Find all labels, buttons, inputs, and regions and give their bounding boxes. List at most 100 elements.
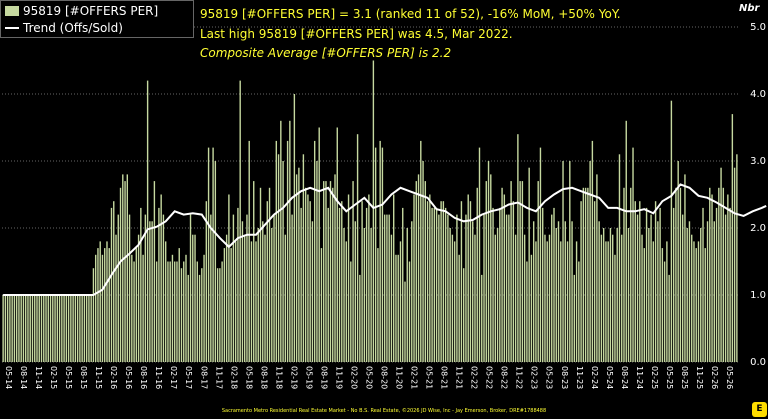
bar	[548, 234, 551, 362]
bar	[691, 234, 693, 362]
annotation-last-high: Last high 95819 [#OFFERS PER] was 4.5, M…	[200, 27, 513, 41]
bar	[693, 241, 695, 362]
bar	[284, 234, 287, 362]
bar	[271, 228, 273, 362]
bar	[20, 295, 22, 362]
x-tick-label: 11-14	[34, 366, 43, 389]
bar	[393, 194, 395, 362]
bar	[63, 295, 65, 362]
legend-item-bars: 95819 [#OFFERS PER]	[5, 3, 158, 19]
bar	[144, 214, 147, 362]
bar	[724, 214, 727, 362]
x-tick-label: 05-19	[304, 366, 313, 389]
bar	[544, 234, 546, 362]
bar	[388, 214, 390, 362]
bar	[4, 295, 7, 362]
bar	[273, 214, 275, 362]
bar	[686, 228, 688, 362]
bar	[291, 214, 293, 362]
bar	[160, 194, 162, 362]
trend-series	[3, 183, 767, 296]
y-tick-label: 3.0	[750, 156, 766, 167]
y-tick-label: 4.0	[750, 89, 766, 100]
bar	[207, 147, 210, 362]
y-tick-label: 5.0	[750, 22, 766, 33]
bar	[609, 228, 612, 362]
bar	[666, 241, 668, 362]
x-tick-label: 05-22	[485, 366, 494, 389]
bar	[492, 207, 494, 362]
bar	[616, 228, 618, 362]
bar	[679, 187, 682, 362]
x-tick-label: 08-14	[19, 366, 28, 389]
bar	[149, 221, 151, 362]
bar	[607, 241, 609, 362]
bar	[431, 207, 433, 362]
bar	[201, 268, 203, 362]
x-tick-label: 11-24	[635, 366, 644, 389]
bar	[108, 248, 110, 362]
x-axis-ticks: 05-14 08-14 11-14 02-15 05-15 08-15 11-15 02-16…	[4, 366, 734, 389]
bar	[124, 181, 126, 362]
bar	[61, 295, 63, 362]
x-tick-label: 02-15	[49, 366, 58, 389]
bar	[350, 261, 352, 362]
bar	[709, 187, 711, 362]
bar	[343, 228, 345, 362]
bar	[25, 295, 27, 362]
bar	[648, 228, 650, 362]
bar	[47, 295, 49, 362]
bar	[395, 254, 397, 362]
bar	[532, 221, 535, 362]
bar	[657, 221, 659, 362]
bar	[309, 201, 311, 362]
bar	[496, 228, 499, 362]
bar	[474, 234, 476, 362]
bar	[720, 167, 722, 362]
bar	[444, 207, 447, 362]
bar	[275, 140, 278, 362]
trend-line	[3, 183, 767, 296]
x-tick-label: 11-17	[214, 366, 223, 389]
bar	[266, 201, 268, 362]
bar	[465, 214, 467, 362]
bar	[352, 181, 354, 362]
x-tick-label: 02-24	[590, 366, 599, 389]
bar	[365, 207, 368, 362]
bar	[253, 181, 255, 362]
x-tick-label: 02-23	[530, 366, 539, 389]
bar	[553, 207, 555, 362]
bar	[557, 221, 560, 362]
bar	[341, 201, 343, 362]
bar	[528, 167, 530, 362]
brand-logo-icon: E	[752, 402, 767, 417]
bar	[318, 127, 320, 362]
bar	[56, 295, 59, 362]
bar	[329, 181, 332, 362]
bar	[706, 221, 709, 362]
bar	[255, 241, 257, 362]
bar	[336, 127, 338, 362]
legend-line-label: Trend (Offs/Sold)	[23, 21, 123, 35]
bar	[372, 60, 375, 362]
bar	[189, 214, 192, 362]
bar	[115, 234, 117, 362]
bar	[462, 268, 465, 362]
bar	[449, 228, 451, 362]
bar	[587, 187, 589, 362]
bar	[228, 194, 230, 362]
bar	[212, 147, 214, 362]
bar	[295, 174, 298, 362]
bar	[476, 187, 478, 362]
bar	[411, 221, 413, 362]
bar	[440, 201, 442, 362]
bar	[503, 194, 506, 362]
bar	[451, 234, 454, 362]
bar	[611, 234, 614, 362]
bar	[119, 187, 122, 362]
bar	[289, 120, 291, 362]
bar	[575, 241, 578, 362]
bar	[593, 201, 596, 362]
bar	[442, 201, 445, 362]
bar	[90, 295, 92, 362]
